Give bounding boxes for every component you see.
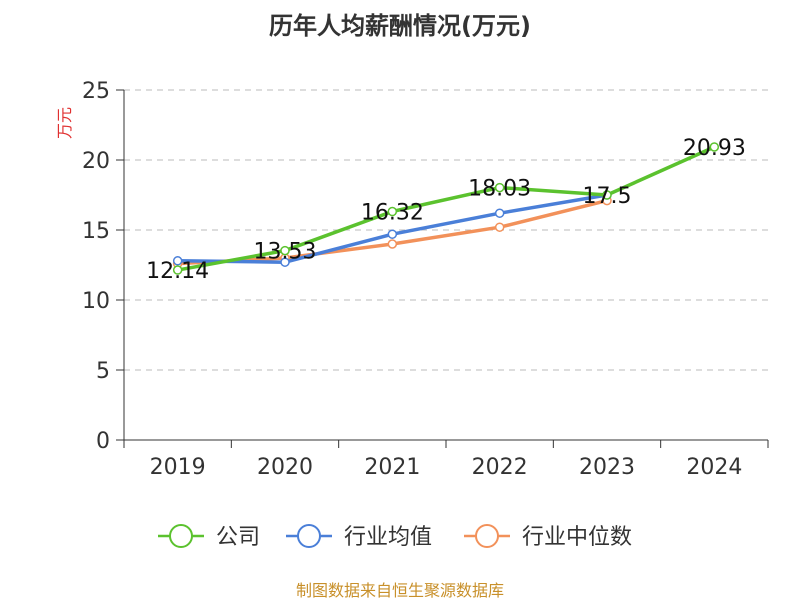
- data-point[interactable]: [494, 208, 505, 218]
- data-point[interactable]: [172, 256, 183, 266]
- data-point[interactable]: [602, 190, 612, 200]
- axes: 0 5 10 15 20 25 2019 2020 2021 2022 2023 2024: [82, 79, 769, 480]
- data-labels: 12.14 13.53 16.32 18.03 17.5 20.93: [146, 136, 746, 284]
- legend-label: 公司: [216, 525, 260, 550]
- data-label: 20.93: [683, 136, 746, 161]
- data-point[interactable]: [387, 239, 398, 249]
- legend-label: 行业均值: [344, 525, 432, 550]
- legend-label: 行业中位数: [522, 525, 632, 550]
- legend-marker: [475, 524, 499, 548]
- chart-title: 历年人均薪酬情况(万元): [269, 12, 531, 40]
- data-point[interactable]: [387, 229, 398, 239]
- data-point[interactable]: [172, 265, 183, 275]
- data-point[interactable]: [709, 142, 720, 152]
- x-tick-label: 2021: [364, 455, 420, 480]
- source-note: 制图数据来自恒生聚源数据库: [296, 581, 504, 600]
- series-0: [172, 142, 720, 275]
- y-tick-label: 15: [82, 219, 110, 244]
- data-point[interactable]: [494, 182, 505, 193]
- data-label: 16.32: [361, 201, 424, 226]
- series-line: [177, 145, 716, 272]
- y-tick-label: 20: [82, 149, 110, 174]
- data-label: 18.03: [468, 177, 531, 202]
- y-axis-label: 万元: [55, 107, 74, 139]
- series-layer: [172, 142, 720, 275]
- x-tick-label: 2024: [686, 455, 742, 480]
- data-point[interactable]: [280, 257, 290, 267]
- legend-item[interactable]: 公司: [158, 524, 260, 550]
- legend-item[interactable]: 行业均值: [286, 524, 432, 550]
- data-point[interactable]: [387, 206, 398, 217]
- x-tick-label: 2020: [257, 455, 313, 480]
- x-tick-label: 2023: [579, 455, 635, 480]
- data-point[interactable]: [280, 245, 290, 256]
- y-tick-label: 5: [96, 359, 110, 384]
- grid-lines: [124, 89, 768, 371]
- legend[interactable]: 公司 行业均值 行业中位数: [158, 524, 632, 550]
- y-tick-label: 25: [82, 79, 110, 104]
- y-tick-label: 0: [96, 429, 110, 454]
- legend-item[interactable]: 行业中位数: [464, 524, 632, 550]
- series-2: [172, 195, 612, 269]
- legend-marker: [297, 524, 321, 548]
- y-tick-label: 10: [82, 289, 110, 314]
- legend-marker: [169, 524, 193, 548]
- x-tick-label: 2019: [150, 455, 206, 480]
- data-point[interactable]: [494, 222, 505, 232]
- data-label: 12.14: [146, 259, 209, 284]
- x-tick-label: 2022: [472, 455, 528, 480]
- data-label: 13.53: [254, 240, 317, 265]
- data-label: 17.5: [583, 184, 632, 209]
